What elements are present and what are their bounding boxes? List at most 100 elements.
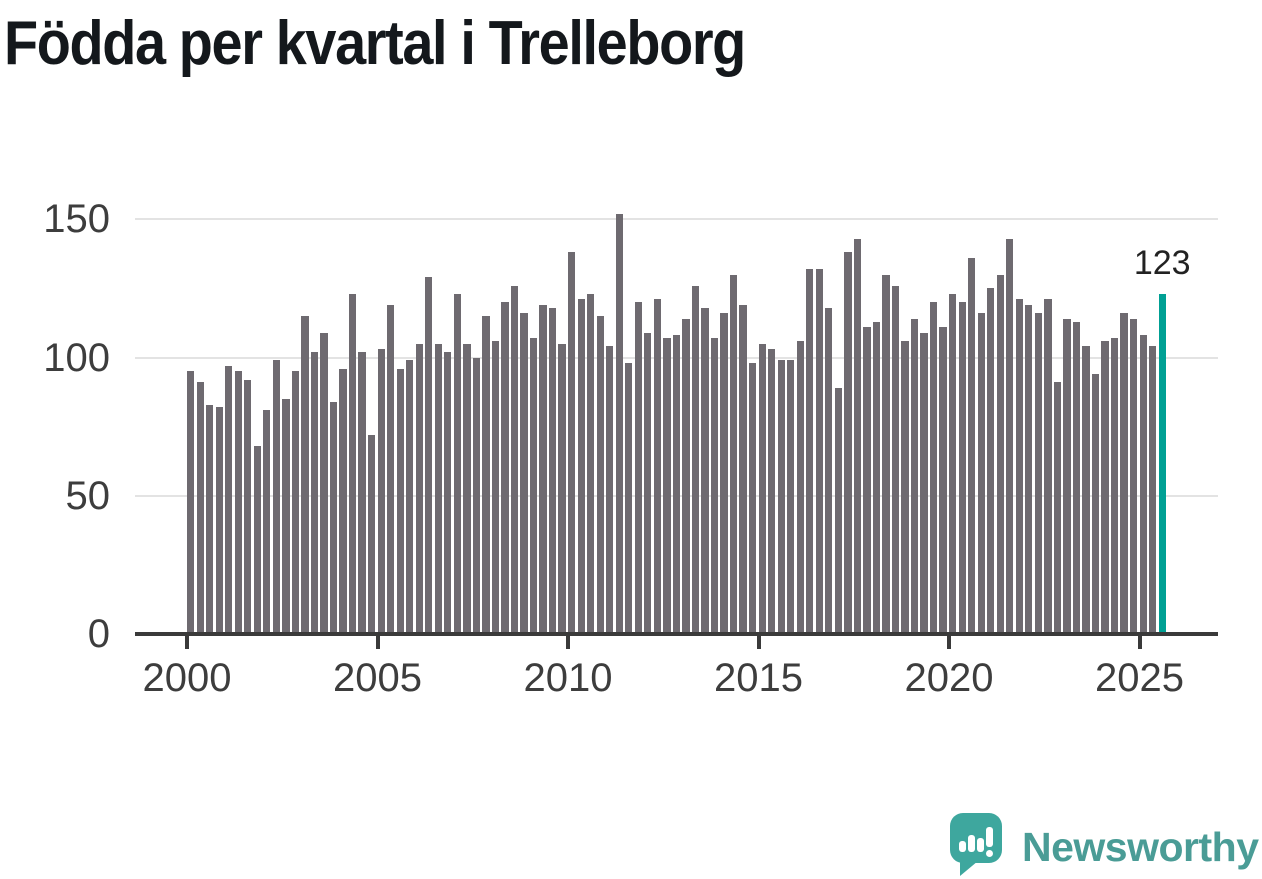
x-axis-line (135, 632, 1218, 636)
bar-2007-q1 (453, 293, 461, 634)
x-tick-2005 (375, 636, 380, 649)
bar-2009-q1 (529, 338, 538, 634)
x-tick-2010 (566, 636, 570, 649)
bar-2005-q3 (396, 368, 404, 634)
bar-2011-q2 (615, 213, 623, 634)
bar-2016-q4 (825, 307, 833, 634)
exclamation-icon (986, 827, 993, 847)
bar-2025-q1 (1139, 335, 1147, 634)
bar-2014-q4 (748, 363, 757, 634)
bar-2001-q3 (244, 379, 252, 634)
bar-2004-q2 (348, 293, 357, 634)
bar-2018-q2 (882, 274, 890, 634)
bar-2018-q1 (872, 321, 881, 634)
bar-2002-q4 (291, 371, 300, 634)
y-axis-label-0: 0 (87, 612, 110, 656)
bar-2006-q3 (434, 343, 442, 634)
bar-2022-q1 (1025, 304, 1033, 634)
bar-2016-q2 (806, 269, 814, 634)
bar-2001-q1 (225, 365, 233, 634)
bar-2012-q1 (644, 332, 652, 634)
bar-2003-q2 (310, 351, 319, 634)
bar-2005-q4 (406, 360, 414, 634)
bar-2011-q3 (625, 363, 633, 634)
bar-2001-q2 (234, 371, 242, 634)
bar-2006-q4 (444, 351, 452, 634)
bar-2010-q2 (577, 299, 585, 634)
bar-2017-q2 (844, 252, 852, 634)
bar-2009-q2 (539, 304, 547, 634)
bar-2022-q4 (1053, 382, 1062, 634)
bar-2018-q3 (891, 285, 900, 634)
bar-2017-q4 (863, 327, 871, 634)
bar-2017-q3 (853, 238, 862, 634)
x-axis-label-2020: 2020 (904, 656, 994, 700)
bar-2003-q4 (329, 401, 338, 634)
bar-2020-q1 (949, 293, 957, 634)
x-axis-label-2000: 2000 (142, 656, 232, 700)
bar-2008-q3 (510, 285, 519, 634)
bar-2000-q4 (215, 407, 223, 634)
bar-2011-q1 (606, 346, 614, 634)
bar-2001-q4 (253, 445, 261, 634)
bar-2013-q2 (691, 285, 700, 634)
bar-2014-q2 (729, 274, 738, 634)
bar-2013-q4 (710, 338, 719, 634)
bar-2025-q2 (1149, 346, 1157, 634)
bar-2021-q1 (987, 288, 995, 634)
bar-2014-q1 (720, 313, 728, 634)
bar-2019-q3 (929, 302, 938, 634)
bar-2015-q3 (777, 360, 785, 634)
bar-2021-q3 (1006, 238, 1014, 634)
bar-2022-q3 (1044, 299, 1052, 634)
bar-2009-q3 (548, 307, 557, 634)
y-axis-label-150: 150 (43, 197, 110, 242)
bar-2015-q1 (758, 343, 766, 634)
bar-2002-q1 (263, 410, 271, 634)
bar-2008-q4 (520, 313, 528, 634)
bar-2000-q3 (206, 404, 214, 634)
highlight-bar-2025-q3 (1158, 293, 1166, 634)
bar-2005-q1 (377, 349, 385, 634)
bar-2017-q1 (834, 387, 842, 634)
bar-2000-q1 (187, 371, 195, 634)
x-tick-2000 (185, 636, 189, 649)
logo-chart-bar-icon (977, 838, 984, 852)
bar-2024-q3 (1120, 313, 1128, 634)
bar-2009-q4 (558, 343, 566, 634)
bar-2023-q1 (1063, 318, 1071, 634)
bar-2007-q2 (463, 343, 471, 634)
bar-2012-q4 (672, 335, 681, 634)
bar-2023-q2 (1072, 321, 1081, 634)
bar-2019-q4 (939, 327, 947, 634)
bar-2002-q2 (272, 360, 281, 634)
bar-2002-q3 (282, 398, 290, 634)
bar-2004-q3 (358, 351, 366, 634)
bar-2024-q2 (1110, 338, 1119, 634)
bar-2010-q3 (587, 293, 595, 634)
bar-2008-q2 (501, 302, 509, 634)
bar-2015-q4 (787, 360, 795, 634)
bar-2004-q1 (339, 368, 347, 634)
bar-2003-q3 (320, 332, 328, 634)
newsworthy-bubble-tail (960, 861, 978, 876)
logo-chart-bar-icon (959, 841, 966, 852)
bar-2007-q4 (482, 316, 490, 634)
bar-2013-q1 (682, 318, 690, 634)
bar-2006-q1 (415, 343, 423, 634)
bar-2023-q4 (1091, 374, 1100, 634)
chart-title: Födda per kvartal i Trelleborg (4, 9, 746, 78)
y-axis-label-100: 100 (43, 335, 110, 380)
bar-2022-q2 (1034, 313, 1043, 634)
bar-2020-q4 (977, 313, 985, 634)
x-axis-label-2025: 2025 (1095, 656, 1184, 700)
bar-2024-q1 (1101, 340, 1109, 634)
bar-2015-q2 (768, 349, 776, 634)
bar-2012-q2 (653, 299, 662, 634)
x-tick-2020 (947, 636, 951, 649)
x-tick-2025 (1137, 636, 1142, 649)
highlight-value-label: 123 (1133, 243, 1191, 282)
x-axis-label-2010: 2010 (523, 656, 613, 700)
bar-2020-q2 (958, 302, 966, 634)
